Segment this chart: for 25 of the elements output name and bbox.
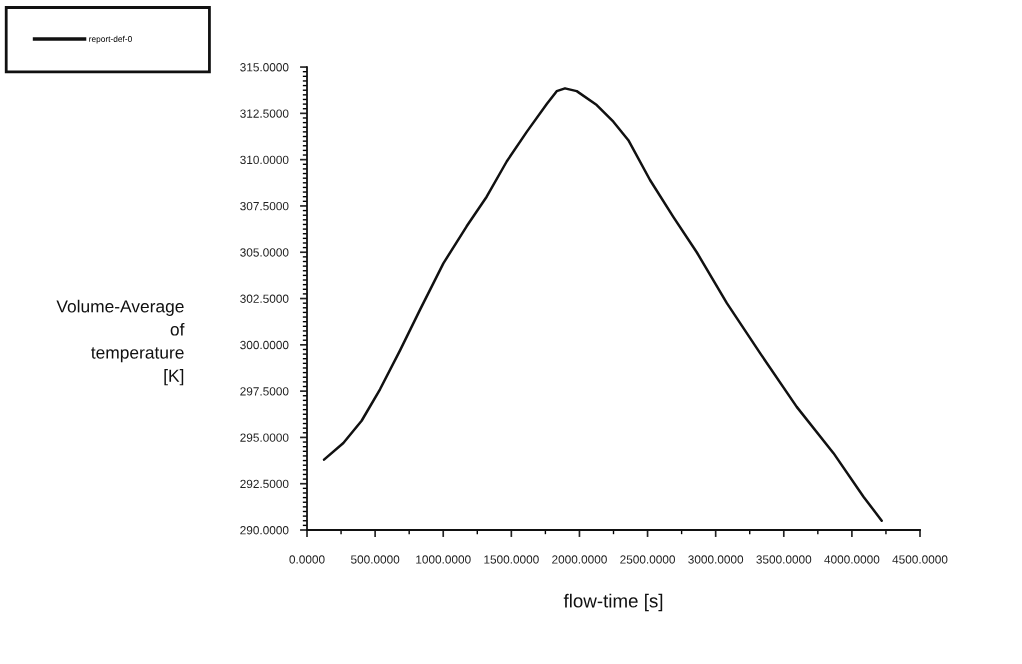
x-tick-label: 3000.0000 <box>688 555 744 564</box>
y-tick-label: 310.0000 <box>240 155 289 165</box>
y-tick-label: 300.0000 <box>240 340 289 350</box>
x-tick-label: 1000.0000 <box>416 555 471 564</box>
x-tick-label: 4500.0000 <box>892 555 948 564</box>
x-tick-label: 2500.0000 <box>620 555 676 564</box>
y-axis-title: Volume-Average of temperature [K] <box>56 299 185 386</box>
y-tick-label: 302.5000 <box>240 294 289 303</box>
y-tick-label: 292.5000 <box>240 479 289 489</box>
y-tick-label: 295.0000 <box>240 433 289 442</box>
line-series <box>322 87 883 522</box>
x-tick-label: 1500.0000 <box>484 555 539 564</box>
y-tick-label: 307.5000 <box>240 201 289 211</box>
x-tick-label: 4000.0000 <box>824 555 880 564</box>
x-tick-label: 500.0000 <box>350 555 400 564</box>
x-axis-title: flow-time [s] <box>563 593 663 612</box>
x-tick-label: 2000.0000 <box>552 555 607 564</box>
y-tick-label: 305.0000 <box>240 248 289 257</box>
y-tick-label: 312.5000 <box>240 109 289 118</box>
y-tick-label: 315.0000 <box>240 63 289 72</box>
y-tick-label: 290.0000 <box>240 526 289 535</box>
text: report-def-0 <box>89 35 132 44</box>
x-tick-label: 0.0000 <box>289 555 325 564</box>
y-tick-label: 297.5000 <box>240 387 289 396</box>
x-tick-label: 3500.0000 <box>756 555 812 564</box>
